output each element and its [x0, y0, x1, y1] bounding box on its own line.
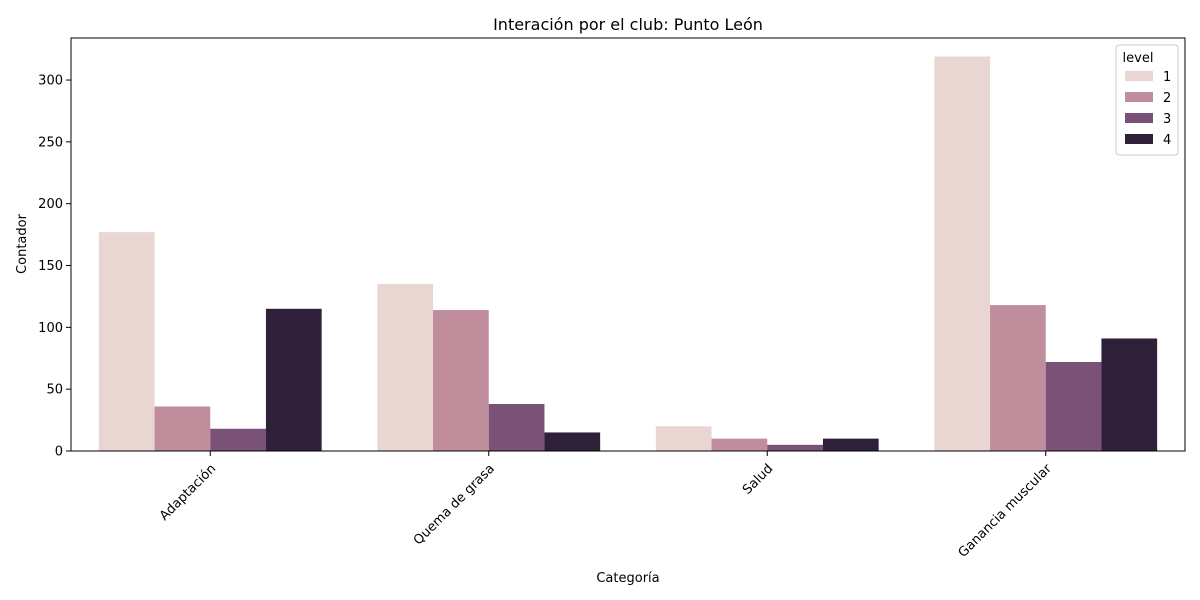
x-tick-label: Ganancia muscular	[956, 461, 1056, 561]
y-tick-label: 300	[38, 74, 63, 89]
bar-1-level-4	[265, 308, 322, 451]
bar-2-level-2	[433, 310, 489, 451]
legend-title: level	[1123, 51, 1154, 66]
y-tick-label: 0	[55, 445, 63, 460]
bar-4-level-4	[1101, 338, 1158, 451]
bar-1-level-2	[154, 406, 211, 451]
bar-4-level-2	[990, 305, 1046, 451]
legend: level 1 2 3 4	[1115, 44, 1179, 156]
bar-2-level-1	[377, 284, 434, 451]
bar-1-level-3	[210, 428, 266, 451]
y-tick-label: 150	[38, 259, 63, 274]
bar-2-level-4	[544, 432, 601, 451]
bar-2-level-3	[488, 404, 545, 451]
bar-3-level-4	[822, 438, 879, 451]
chart-title: Interación por el club: Punto León	[493, 15, 763, 34]
y-tick-label: 200	[38, 197, 63, 212]
x-axis-title: Categoría	[596, 571, 659, 586]
bar-3-level-2	[711, 438, 768, 451]
bar-1-level-1	[98, 232, 155, 451]
bar-4-level-1	[934, 56, 991, 451]
y-tick-label: 50	[46, 383, 63, 398]
plot-frame	[70, 37, 1186, 452]
legend-label-level-4: 4	[1163, 133, 1171, 148]
axes-group: 0 50 100 150 200 250 300 Adaptación Quema de gra…	[38, 37, 1186, 561]
legend-label-level-1: 1	[1163, 70, 1171, 85]
legend-swatch-level-4	[1125, 134, 1153, 144]
bar-3-level-3	[767, 444, 823, 451]
legend-label-level-2: 2	[1163, 91, 1171, 106]
x-tick-label: Salud	[740, 461, 776, 497]
x-tick-label: Adaptación	[157, 461, 219, 523]
bar-4-level-3	[1045, 361, 1102, 451]
bars-group	[98, 56, 1158, 451]
legend-label-level-3: 3	[1163, 112, 1171, 127]
y-tick-label: 250	[38, 135, 63, 150]
y-tick-label: 100	[38, 321, 63, 336]
y-axis-title: Contador	[15, 213, 30, 274]
legend-swatch-level-2	[1125, 92, 1153, 102]
bar-3-level-1	[655, 426, 712, 451]
x-tick-label: Quema de grasa	[411, 461, 498, 548]
legend-swatch-level-1	[1125, 71, 1153, 81]
legend-swatch-level-3	[1125, 113, 1153, 123]
